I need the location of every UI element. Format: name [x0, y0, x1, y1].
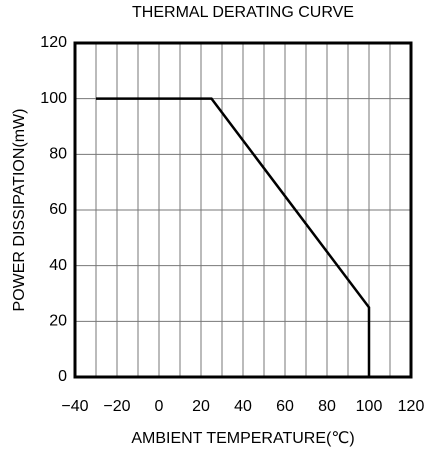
- plot-frame: [73, 41, 413, 379]
- x-tick-label: 20: [192, 398, 210, 415]
- chart-title: THERMAL DERATING CURVE: [132, 4, 354, 21]
- data-line: [96, 97, 371, 377]
- x-tick-label: 100: [356, 398, 383, 415]
- y-tick-label: 40: [49, 257, 67, 274]
- x-tick-label: −40: [61, 398, 88, 415]
- x-tick-label: 0: [155, 398, 164, 415]
- x-tick-label: 40: [234, 398, 252, 415]
- y-tick-label: 20: [49, 313, 67, 330]
- y-tick-label: 120: [40, 34, 67, 51]
- y-tick-label: 0: [58, 368, 67, 385]
- x-tick-label: 60: [276, 398, 294, 415]
- y-axis-label: POWER DISSIPATION(mW): [11, 109, 28, 312]
- y-tick-label: 80: [49, 146, 67, 163]
- x-axis-label: AMBIENT TEMPERATURE(℃): [131, 430, 354, 447]
- y-tick-label: 60: [49, 201, 67, 218]
- y-tick-label: 100: [40, 90, 67, 107]
- x-tick-label: 120: [398, 398, 425, 415]
- x-tick-label: −20: [103, 398, 130, 415]
- x-tick-label: 80: [318, 398, 336, 415]
